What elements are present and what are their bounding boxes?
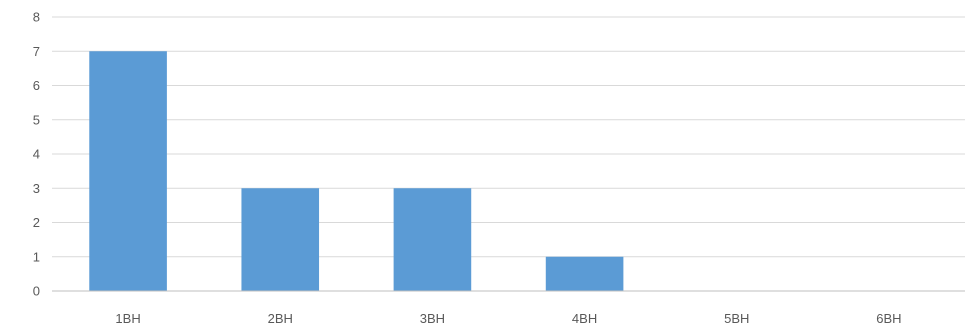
x-tick-label: 1BH [115, 311, 140, 326]
x-tick-label: 4BH [572, 311, 597, 326]
y-tick-label: 7 [33, 44, 40, 59]
gridlines [52, 16, 965, 258]
y-tick-label: 6 [33, 78, 40, 93]
bar-3bh [393, 188, 472, 291]
y-tick-label: 5 [33, 112, 40, 127]
y-tick-label: 0 [33, 284, 40, 299]
bar-1bh [89, 51, 167, 291]
x-tick-label: 2BH [268, 311, 293, 326]
x-tick-label: 6BH [876, 311, 901, 326]
y-tick-label: 2 [33, 215, 40, 230]
y-tick-label: 1 [33, 249, 40, 264]
x-tick-label: 5BH [724, 311, 749, 326]
y-axis-tick-labels: 0 1 2 3 4 5 6 7 8 [33, 10, 40, 299]
y-tick-label: 8 [33, 10, 40, 25]
bars [89, 51, 624, 291]
x-axis-tick-labels: 1BH 2BH 3BH 4BH 5BH 6BH [115, 311, 901, 326]
x-tick-label: 3BH [420, 311, 445, 326]
bar-2bh [241, 188, 320, 291]
y-tick-label: 4 [33, 147, 40, 162]
bar-4bh [545, 256, 624, 291]
y-tick-label: 3 [33, 181, 40, 196]
